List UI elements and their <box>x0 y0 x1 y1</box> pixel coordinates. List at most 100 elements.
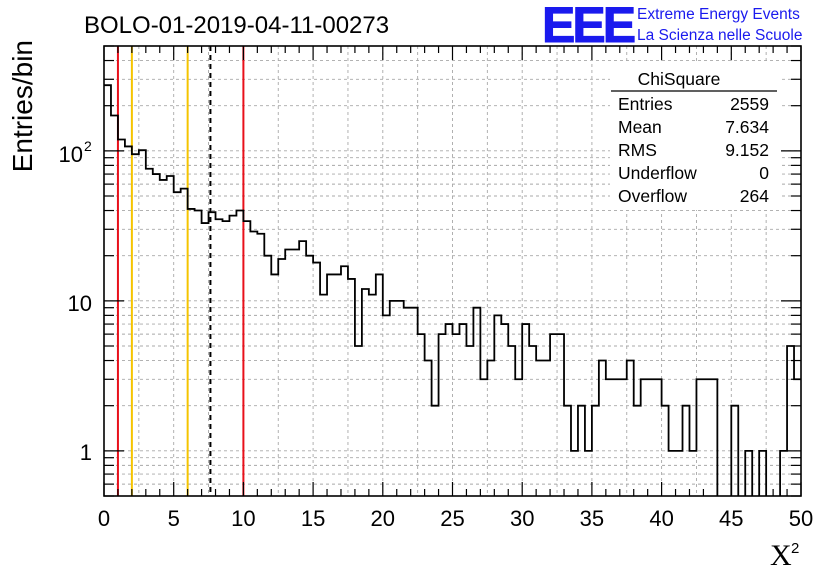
histogram-bin <box>411 308 418 496</box>
histogram-bin <box>703 379 710 496</box>
histogram-bin <box>794 379 801 496</box>
x-axis-title: X 2 <box>770 539 799 572</box>
stats-label-underflow: Underflow <box>618 163 697 183</box>
histogram-bin <box>306 256 313 496</box>
x-tick-label: 30 <box>510 506 534 531</box>
x-axis-title-base: X <box>770 539 792 572</box>
histogram-bin <box>118 140 125 496</box>
histogram-bin <box>257 234 264 496</box>
histogram-bin <box>536 361 543 496</box>
stats-value-overflow: 264 <box>740 186 769 206</box>
histogram-bin <box>648 379 655 496</box>
y-tick-labels: 1 10 10 2 <box>59 138 92 465</box>
histogram-bin <box>397 301 404 496</box>
x-tick-label: 45 <box>719 506 743 531</box>
histogram-bin <box>501 324 508 496</box>
histogram-bin <box>508 346 515 496</box>
histogram-bin <box>111 116 118 496</box>
stats-box-background <box>610 62 780 210</box>
histogram-bin <box>613 379 620 496</box>
histogram-bins <box>104 84 801 496</box>
histogram-bin <box>655 379 662 496</box>
histogram-bin <box>620 379 627 496</box>
histogram-bin <box>202 223 209 496</box>
histogram-bin <box>557 334 564 496</box>
plot-frame <box>103 45 802 497</box>
y-tick-label-1: 1 <box>80 440 92 465</box>
stats-box: ChiSquare Entries 2559 Mean 7.634 RMS 9.… <box>610 62 780 210</box>
histogram-bin <box>243 221 250 496</box>
histogram-bin <box>522 324 529 496</box>
histogram-bin <box>104 85 111 496</box>
x-tick-label: 10 <box>231 506 255 531</box>
histogram-bin <box>390 301 397 496</box>
x-tick-label: 40 <box>649 506 673 531</box>
histogram-outline <box>104 84 801 496</box>
histogram-bin <box>480 379 487 496</box>
histogram-series <box>104 84 801 496</box>
stats-label-entries: Entries <box>618 94 673 114</box>
histogram-bin <box>348 279 355 496</box>
x-tick-label: 0 <box>98 506 110 531</box>
histogram-bin <box>453 334 460 496</box>
histogram-bin <box>696 379 703 496</box>
x-tick-label: 50 <box>789 506 813 531</box>
eee-logo-line2: La Scienza nelle Scuole <box>637 27 802 44</box>
histogram-bin <box>641 379 648 496</box>
histogram-bin <box>222 221 229 496</box>
stats-label-rms: RMS <box>618 140 657 160</box>
histogram-bin <box>515 379 522 496</box>
histogram-bin <box>250 231 257 496</box>
histogram-bin <box>606 379 613 496</box>
histogram-bin <box>543 361 550 496</box>
histogram-bin <box>466 346 473 496</box>
histogram-bin <box>139 150 146 496</box>
histogram-bin <box>264 256 271 496</box>
stats-value-underflow: 0 <box>759 163 769 183</box>
eee-logo: EEE Extreme Energy Events La Scienza nel… <box>542 0 803 54</box>
y-tick-label-100-exponent: 2 <box>84 138 92 154</box>
x-tick-label: 25 <box>440 506 464 531</box>
histogram-bin <box>132 154 139 496</box>
y-tick-label-10: 10 <box>68 291 92 316</box>
x-axis-title-exponent: 2 <box>791 540 799 557</box>
histogram-bin <box>153 174 160 496</box>
chart-title: BOLO-01-2019-04-11-00273 <box>84 12 389 39</box>
histogram-bin <box>195 211 202 496</box>
x-tick-label: 5 <box>168 506 180 531</box>
stats-value-mean: 7.634 <box>725 117 769 137</box>
x-tick-label: 15 <box>301 506 325 531</box>
histogram-bin <box>236 211 243 496</box>
histogram-bin <box>487 361 494 496</box>
eee-logo-mark: EEE <box>542 0 635 53</box>
histogram-bin <box>627 361 634 496</box>
histogram-bin <box>710 379 717 496</box>
histogram-bin <box>285 249 292 496</box>
x-tick-label: 35 <box>580 506 604 531</box>
stats-title: ChiSquare <box>638 69 721 89</box>
reference-lines <box>116 46 245 496</box>
histogram-bin <box>425 361 432 496</box>
histogram-bin <box>278 259 285 496</box>
stats-value-entries: 2559 <box>730 94 769 114</box>
histogram-bin <box>181 189 188 496</box>
histogram-bin <box>292 249 299 496</box>
histogram-bin <box>550 334 557 496</box>
histogram-bin <box>167 176 174 496</box>
x-tick-labels: 0 5 10 15 20 25 30 35 40 45 50 <box>98 506 813 531</box>
histogram-bin <box>446 324 453 496</box>
stats-label-overflow: Overflow <box>618 186 687 206</box>
histogram-bin <box>599 361 606 496</box>
histogram-bin <box>355 346 362 496</box>
histogram-bin <box>404 308 411 496</box>
y-axis-title: Entries/bin <box>7 40 38 172</box>
histogram-bin <box>529 346 536 496</box>
x-tick-label: 20 <box>371 506 395 531</box>
histogram-bin <box>473 308 480 496</box>
histogram-bin <box>418 334 425 496</box>
histogram-bin <box>146 169 153 496</box>
histogram-bin <box>188 209 195 496</box>
histogram-bin <box>216 219 223 496</box>
eee-logo-line1: Extreme Energy Events <box>637 6 800 23</box>
